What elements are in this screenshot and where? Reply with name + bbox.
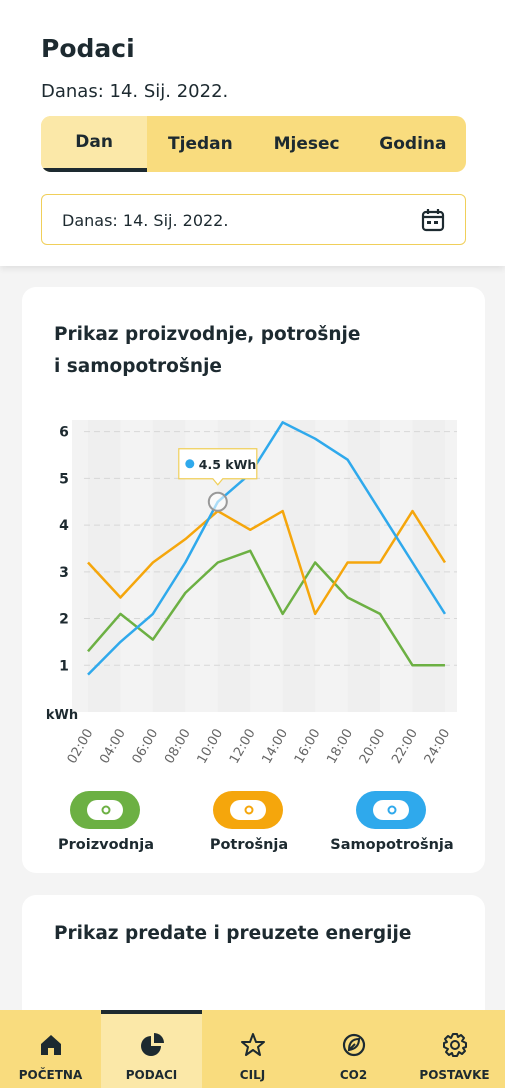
- nav-item[interactable]: POSTAVKE: [404, 1010, 505, 1088]
- legend-label: Potrošnja: [210, 837, 288, 853]
- home-icon: [40, 1035, 61, 1055]
- x-tick-label: 24:00: [422, 727, 454, 767]
- legend-label: Samopotrošnja: [330, 837, 453, 853]
- x-tick-label: 08:00: [162, 727, 194, 767]
- star-icon: [240, 1033, 265, 1056]
- legend-toggle-knob: [373, 800, 409, 820]
- tab[interactable]: Mjesec: [273, 134, 340, 154]
- nav-item[interactable]: POČETNA: [0, 1010, 101, 1088]
- tooltip-box: [178, 448, 258, 486]
- series-line: [87, 421, 447, 676]
- date-text: Danas: 14. Sij. 2022.: [41, 81, 229, 102]
- nav-label: CO2: [339, 1068, 368, 1082]
- nav-item[interactable]: CO2: [303, 1010, 404, 1088]
- tab[interactable]: Dan: [41, 116, 148, 172]
- nav-label: POČETNA: [18, 1068, 83, 1082]
- legend-label: Proizvodnja: [58, 837, 154, 853]
- x-tick-label: 02:00: [65, 727, 97, 767]
- plot-stripe: [412, 420, 445, 712]
- date-picker-text: Danas: 14. Sij. 2022.: [62, 211, 229, 230]
- x-tick-label: 18:00: [324, 727, 356, 767]
- y-tick-label: 4: [59, 518, 69, 534]
- legend-toggle-dot: [101, 805, 111, 815]
- nav-label: POSTAVKE: [419, 1068, 490, 1082]
- x-tick-label: 10:00: [195, 727, 227, 767]
- y-axis-label: kWh: [46, 708, 78, 723]
- pie-icon: [140, 1033, 164, 1056]
- plot-stripe: [347, 420, 381, 712]
- y-tick-label: 1: [59, 658, 69, 674]
- tooltip-text: 4.5 kWh: [199, 457, 256, 472]
- nav-item[interactable]: PODACI: [101, 1010, 202, 1088]
- x-tick-label: 16:00: [292, 727, 324, 767]
- nav-item[interactable]: CILJ: [202, 1010, 303, 1088]
- bottom-nav: POČETNA PODACI CILJ CO2 POSTAVKE: [0, 1010, 505, 1088]
- calendar-icon: [421, 209, 445, 232]
- highlight-point: [207, 491, 228, 512]
- tabs: Dan Tjedan Mjesec Godina: [41, 116, 466, 172]
- x-tick-label: 04:00: [97, 727, 129, 767]
- plot-stripe: [88, 420, 121, 712]
- tooltip-dot: [185, 459, 195, 469]
- y-tick-label: 6: [59, 425, 69, 441]
- series-line: [87, 509, 447, 616]
- series-line: [87, 549, 445, 667]
- page-title: Podaci: [41, 34, 135, 63]
- x-tick-label: 22:00: [389, 727, 421, 767]
- x-tick-label: 06:00: [130, 727, 162, 767]
- y-tick-label: 2: [59, 612, 69, 628]
- date-picker[interactable]: Danas: 14. Sij. 2022.: [41, 194, 466, 245]
- plot-background: [72, 420, 457, 712]
- y-tick-label: 5: [59, 471, 69, 487]
- header: Podaci Danas: 14. Sij. 2022. Dan Tjedan …: [0, 0, 505, 266]
- legend-toggle-knob: [87, 800, 123, 820]
- x-tick-label: 14:00: [259, 727, 291, 767]
- chart-title: Prikaz proizvodnje, potrošnje i samopotr…: [54, 324, 361, 377]
- x-tick-label: 12:00: [227, 727, 259, 767]
- gear-icon: [442, 1033, 467, 1057]
- nav-label: CILJ: [239, 1068, 266, 1082]
- tab[interactable]: Godina: [379, 134, 447, 154]
- legend-toggle-knob: [230, 800, 266, 820]
- x-tick-label: 20:00: [357, 727, 389, 767]
- y-tick-label: 3: [59, 565, 69, 581]
- leaf-icon: [342, 1033, 365, 1057]
- legend-toggle-dot: [244, 805, 254, 815]
- nav-label: PODACI: [125, 1068, 178, 1082]
- card-title: Prikaz predate i preuzete energije: [54, 923, 412, 944]
- legend-toggle-dot: [387, 805, 397, 815]
- tab[interactable]: Tjedan: [168, 134, 233, 154]
